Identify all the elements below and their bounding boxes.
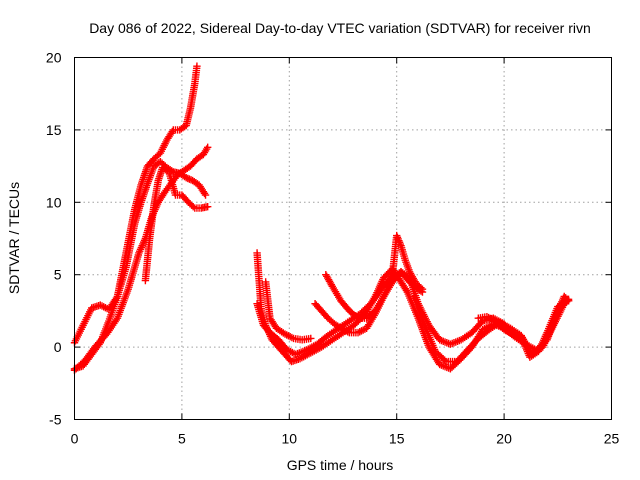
data-point	[203, 202, 212, 211]
y-tick-label: 20	[46, 50, 62, 66]
x-tick-label: 0	[71, 431, 79, 447]
series-track-c	[70, 143, 212, 374]
y-tick-label: 5	[54, 267, 62, 283]
data-point	[201, 191, 210, 199]
axis-ticks: 0 5 10 15 20 25 -5 0 5 10 15 20	[46, 50, 620, 447]
series-track-l	[474, 297, 573, 361]
x-tick-label: 10	[282, 431, 298, 447]
series-track-g	[261, 278, 315, 344]
data-point	[307, 334, 315, 343]
x-tick-label: 25	[604, 431, 620, 447]
x-axis-label: GPS time / hours	[287, 457, 394, 473]
data-point	[418, 288, 427, 296]
y-axis-label: SDTVAR / TECUs	[6, 182, 22, 294]
data-point	[193, 62, 201, 70]
chart-title: Day 086 of 2022, Sidereal Day-to-day VTE…	[89, 20, 591, 36]
data-point	[564, 297, 573, 305]
y-tick-label: 15	[46, 122, 62, 138]
series-track-d	[141, 163, 212, 285]
x-tick-label: 15	[389, 431, 405, 447]
plot-frame	[74, 57, 612, 420]
data-marks	[70, 62, 573, 374]
y-tick-label: 10	[46, 194, 62, 210]
data-point	[203, 143, 212, 151]
x-tick-label: 20	[496, 431, 512, 447]
y-tick-label: 0	[54, 339, 62, 355]
x-tick-label: 5	[178, 431, 186, 447]
y-tick-label: -5	[49, 412, 62, 428]
